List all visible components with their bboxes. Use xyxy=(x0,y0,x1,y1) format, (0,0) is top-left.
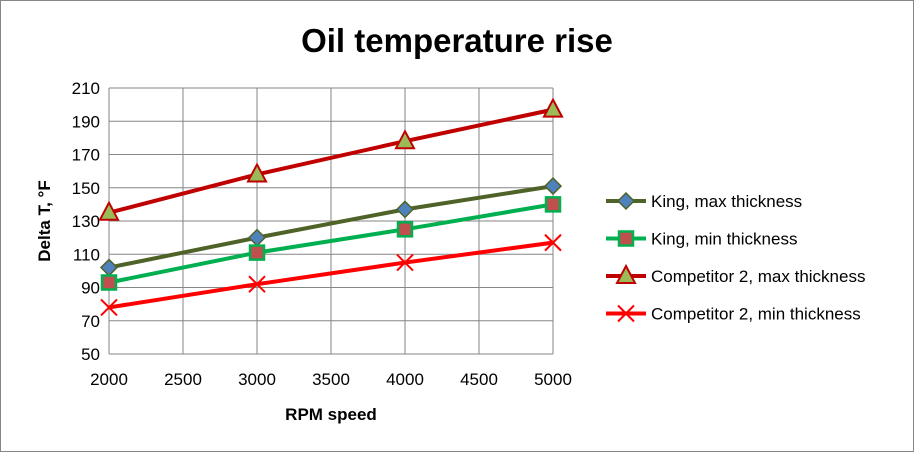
legend-item: King, min thickness xyxy=(606,230,797,249)
series-line xyxy=(108,240,554,310)
y-tick-label: 150 xyxy=(72,179,100,198)
y-tick-label: 90 xyxy=(81,279,100,298)
square-marker xyxy=(617,230,635,247)
series-2 xyxy=(98,97,564,221)
square-marker xyxy=(544,196,562,213)
diamond-marker xyxy=(543,177,563,196)
legend-label: King, max thickness xyxy=(651,192,802,211)
legend-item: King, max thickness xyxy=(606,191,802,211)
chart-title: Oil temperature rise xyxy=(301,22,613,59)
triangle-marker xyxy=(246,162,268,183)
series-3 xyxy=(100,233,562,317)
legend-item: Competitor 2, max thickness xyxy=(606,263,865,286)
x-tick-label: 3000 xyxy=(238,370,276,389)
series-0 xyxy=(99,177,563,277)
x-axis-label: RPM speed xyxy=(285,405,377,424)
triangle-marker xyxy=(615,263,637,284)
diamond-marker xyxy=(99,258,119,277)
x-tick-label: 2500 xyxy=(164,370,202,389)
y-tick-label: 110 xyxy=(73,245,100,264)
diamond-marker xyxy=(247,228,267,247)
x-marker xyxy=(617,304,635,323)
legend-label: King, min thickness xyxy=(651,230,797,249)
square-marker xyxy=(248,244,266,261)
series-1 xyxy=(100,196,562,291)
triangle-marker xyxy=(394,129,416,150)
y-tick-label: 190 xyxy=(72,112,100,131)
x-marker xyxy=(544,233,562,252)
series-line xyxy=(108,107,554,215)
x-marker xyxy=(248,275,266,293)
series-line xyxy=(108,202,554,285)
y-tick-label: 70 xyxy=(81,312,100,331)
diamond-marker xyxy=(616,191,636,211)
x-tick-label: 4500 xyxy=(460,370,498,389)
y-tick-label: 130 xyxy=(72,212,100,231)
diamond-marker xyxy=(395,200,415,219)
legend-label: Competitor 2, max thickness xyxy=(651,267,865,286)
x-marker xyxy=(396,253,414,272)
x-tick-label: 2000 xyxy=(90,370,128,389)
x-marker xyxy=(100,298,118,317)
y-tick-label: 50 xyxy=(81,345,100,364)
triangle-marker xyxy=(542,97,564,118)
triangle-marker xyxy=(98,200,120,221)
y-axis-label: Delta T, °F xyxy=(35,180,54,261)
x-tick-label: 3500 xyxy=(312,370,350,389)
y-tick-label: 210 xyxy=(72,79,100,98)
y-tick-label: 170 xyxy=(72,146,100,165)
x-tick-label: 4000 xyxy=(386,370,424,389)
legend-label: Competitor 2, min thickness xyxy=(651,305,861,324)
legend-item: Competitor 2, min thickness xyxy=(606,305,861,324)
square-marker xyxy=(396,221,414,238)
square-marker xyxy=(100,274,118,291)
series-line xyxy=(108,184,554,270)
x-tick-label: 5000 xyxy=(534,370,572,389)
